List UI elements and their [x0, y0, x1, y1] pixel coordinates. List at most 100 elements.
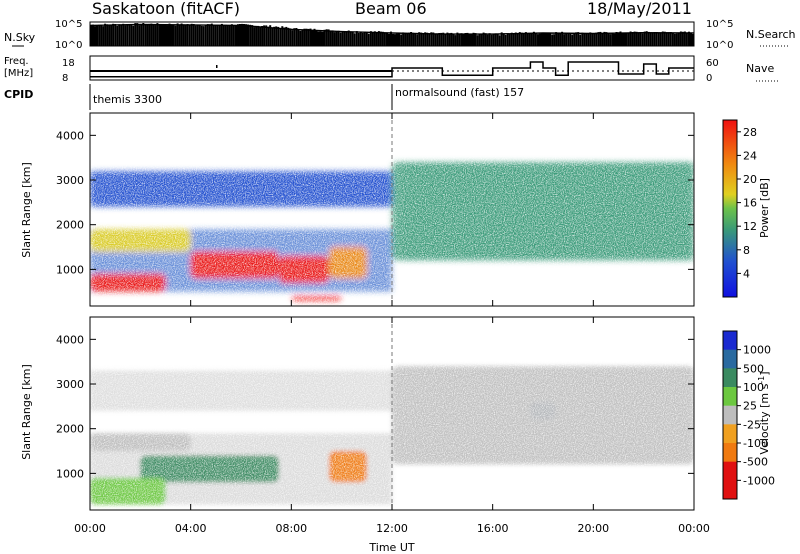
nsky-bar [629, 31, 632, 46]
nsky-bar [206, 24, 209, 46]
nsky-bar [341, 31, 344, 46]
nsky-bar [289, 28, 292, 46]
velocity-colorbar-block [723, 405, 737, 425]
nsky-bar [430, 32, 433, 46]
nave-label: Nave [746, 62, 774, 75]
nsky-bar [267, 26, 270, 46]
nsky-bar [386, 32, 388, 46]
nsky-bar [379, 31, 382, 46]
nsky-bar [138, 25, 141, 46]
nsky-bar [331, 30, 334, 46]
nsky-bar [518, 32, 521, 46]
nsky-bar [164, 24, 167, 46]
nsky-bar [247, 24, 249, 46]
nsky-bar [468, 33, 471, 46]
nsky-bar [494, 33, 497, 46]
nsky-bar [112, 23, 115, 46]
power-colorbar-ticks: 4 8 12 16 20 24 28 [737, 126, 757, 280]
xtick-label: 00:00 [74, 522, 106, 535]
nsky-bar [623, 32, 626, 46]
nsky-bar [603, 31, 606, 46]
nsky-bar [675, 33, 678, 46]
nsky-bar [148, 23, 151, 46]
nsky-bar [124, 25, 127, 46]
nsky-bar [460, 33, 463, 46]
nsky-bar [637, 32, 640, 46]
nsky-bar [309, 28, 312, 46]
nsky-bar [659, 32, 662, 46]
nsky-bar [492, 34, 495, 46]
nsky-bar [96, 25, 98, 46]
nave-tick-bottom: 0 [706, 73, 712, 84]
nsky-bar [595, 32, 598, 46]
nsky-bar [428, 33, 431, 46]
nsky-bar [311, 30, 314, 46]
nsky-bar [416, 34, 419, 46]
freq-tick-top: 18 [62, 58, 75, 69]
nsky-bar [688, 31, 690, 46]
power-colorbar [722, 119, 738, 298]
nsky-bar [585, 33, 588, 46]
nsky-bar [184, 25, 187, 46]
nsky-bar [599, 31, 602, 46]
nsky-bar [458, 33, 461, 46]
colorbar-tick-label: 12 [743, 220, 757, 233]
nsky-bar [667, 32, 670, 46]
nsky-bar [442, 32, 445, 46]
nsky-bar [462, 33, 465, 46]
nsky-bar [126, 24, 129, 46]
nsky-bar [245, 24, 247, 46]
xtick-label: 08:00 [275, 522, 307, 535]
time-axis: 00:00 04:00 08:00 12:00 16:00 20:00 00:00 [74, 113, 710, 535]
nsky-bar [287, 27, 290, 46]
nsky-bar [448, 33, 451, 46]
nsky-bar [434, 33, 437, 46]
xaxis-label: Time UT [368, 541, 414, 554]
nsky-bar [589, 32, 592, 46]
nsky-bar [228, 25, 231, 46]
nsky-bar [410, 32, 413, 46]
velocity-colorbar-frame [722, 330, 738, 500]
nsky-bar [444, 33, 447, 46]
nsky-bar [281, 26, 284, 46]
nsky-bar [345, 31, 348, 46]
nsky-bar [208, 24, 211, 46]
nsky-bar [559, 32, 562, 46]
nsky-bar [474, 33, 477, 46]
nsky-bar [130, 25, 133, 46]
nsky-bar [426, 32, 429, 46]
nsky-bar [118, 24, 121, 46]
nsky-bar [534, 32, 537, 46]
nsky-bar [106, 24, 109, 46]
nsky-bar [285, 26, 288, 46]
nsky-bar [94, 26, 96, 46]
nsky-bar [611, 33, 614, 46]
nsky-bar [402, 32, 405, 46]
nsky-bar [359, 31, 362, 46]
velocity-colorbar-block [723, 368, 737, 388]
colorbar-tick-label: 24 [743, 149, 757, 162]
nsky-bar [522, 33, 525, 46]
velocity-colorbar-block [723, 424, 737, 444]
nsearch-label: N.Search [746, 28, 796, 41]
nsky-bar [216, 24, 219, 46]
nsky-bar [226, 25, 229, 46]
colorbar-tick-label: -500 [743, 456, 768, 469]
nsky-bar [655, 32, 658, 46]
nsky-bar [488, 33, 491, 46]
nsky-bar [132, 25, 135, 46]
nsky-bar [230, 24, 233, 46]
colorbar-tick-label: 20 [743, 173, 757, 186]
nsky-bar [645, 31, 648, 46]
nsky-bar [551, 34, 554, 46]
nsky-bar [333, 32, 336, 46]
nsky-bar [555, 32, 558, 46]
nsky-bar [369, 31, 372, 46]
nsky-bar [619, 31, 622, 46]
nsky-bar [273, 26, 276, 46]
ytick-label: 3000 [56, 174, 84, 187]
nsky-bar [259, 26, 262, 46]
nsky-bar [609, 34, 612, 46]
nsky-bar [114, 24, 117, 46]
nsky-bar [446, 32, 449, 46]
